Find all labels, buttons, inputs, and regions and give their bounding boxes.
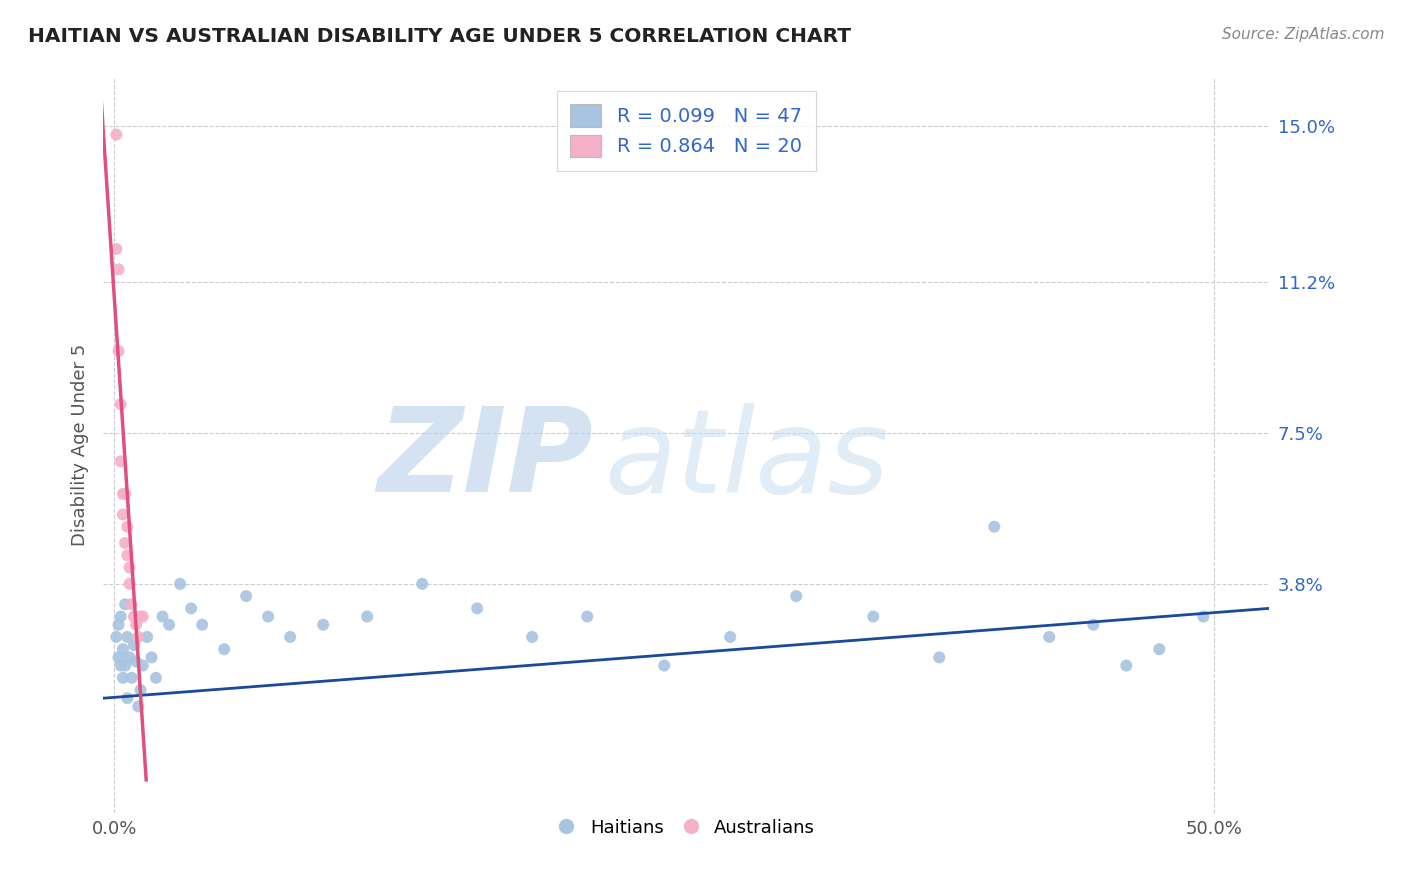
Point: [114, 487, 136, 501]
Point: [257, 609, 280, 624]
Point: [652, 658, 675, 673]
Point: [114, 658, 136, 673]
Point: [125, 617, 148, 632]
Point: [278, 630, 301, 644]
Point: [465, 601, 488, 615]
Point: [107, 650, 129, 665]
Point: [862, 609, 884, 624]
Point: [114, 536, 136, 550]
Point: [1038, 630, 1060, 644]
Point: [118, 560, 141, 574]
Point: [107, 344, 129, 359]
Point: [356, 609, 378, 624]
Point: [117, 549, 139, 563]
Point: [129, 683, 152, 698]
Text: Source: ZipAtlas.com: Source: ZipAtlas.com: [1222, 27, 1385, 42]
Point: [785, 589, 807, 603]
Point: [110, 658, 132, 673]
Point: [117, 519, 139, 533]
Point: [928, 650, 950, 665]
Point: [105, 630, 128, 644]
Y-axis label: Disability Age Under 5: Disability Age Under 5: [72, 344, 89, 546]
Point: [107, 617, 129, 632]
Point: [141, 650, 163, 665]
Point: [117, 630, 139, 644]
Point: [129, 609, 152, 624]
Point: [411, 577, 433, 591]
Text: HAITIAN VS AUSTRALIAN DISABILITY AGE UNDER 5 CORRELATION CHART: HAITIAN VS AUSTRALIAN DISABILITY AGE UND…: [28, 27, 851, 45]
Point: [212, 642, 235, 657]
Point: [111, 487, 134, 501]
Point: [111, 642, 134, 657]
Point: [107, 262, 129, 277]
Point: [576, 609, 599, 624]
Point: [180, 601, 202, 615]
Point: [152, 609, 174, 624]
Point: [522, 630, 544, 644]
Point: [117, 691, 139, 706]
Point: [111, 671, 134, 685]
Text: atlas: atlas: [605, 402, 890, 516]
Point: [110, 454, 132, 468]
Point: [1115, 658, 1137, 673]
Point: [122, 638, 145, 652]
Point: [118, 650, 141, 665]
Point: [169, 577, 191, 591]
Point: [127, 699, 149, 714]
Point: [718, 630, 741, 644]
Point: [105, 128, 128, 142]
Point: [114, 597, 136, 611]
Text: ZIP: ZIP: [377, 402, 593, 517]
Point: [132, 658, 155, 673]
Point: [157, 617, 180, 632]
Point: [121, 671, 143, 685]
Point: [136, 630, 159, 644]
Point: [132, 609, 155, 624]
Point: [1149, 642, 1171, 657]
Point: [312, 617, 335, 632]
Point: [235, 589, 257, 603]
Legend: Haitians, Australians: Haitians, Australians: [550, 811, 823, 844]
Point: [118, 577, 141, 591]
Point: [121, 597, 143, 611]
Point: [111, 508, 134, 522]
Point: [125, 655, 148, 669]
Point: [127, 630, 149, 644]
Point: [1083, 617, 1105, 632]
Point: [191, 617, 214, 632]
Point: [105, 242, 128, 256]
Point: [110, 609, 132, 624]
Point: [145, 671, 167, 685]
Point: [110, 397, 132, 411]
Point: [122, 609, 145, 624]
Point: [983, 519, 1005, 533]
Point: [1192, 609, 1215, 624]
